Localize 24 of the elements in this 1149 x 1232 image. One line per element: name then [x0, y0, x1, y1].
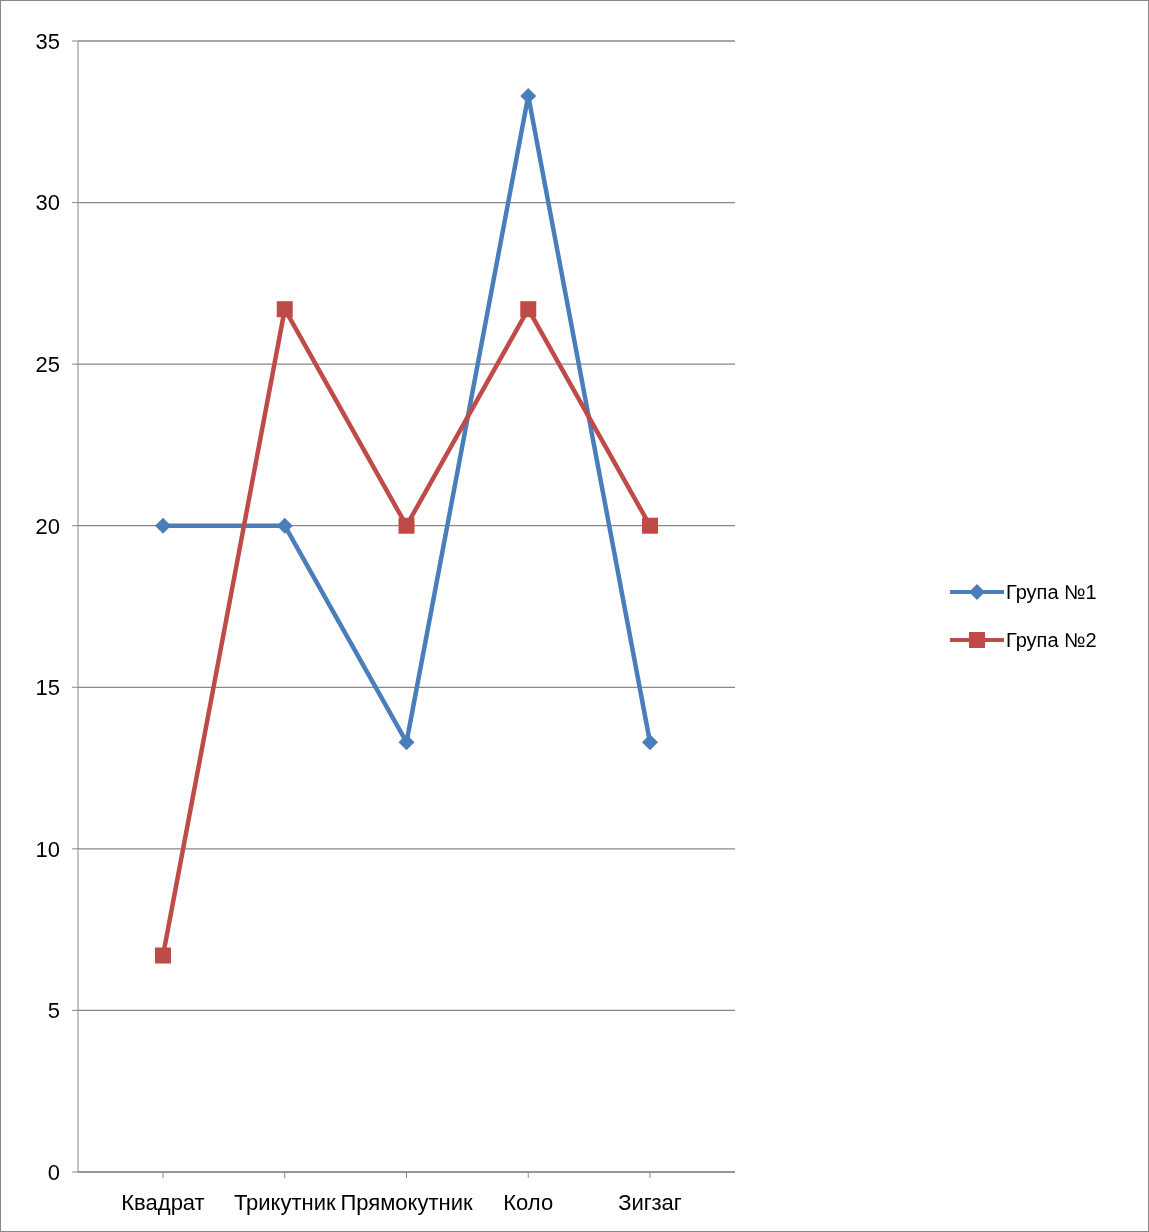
y-tick-label: 15	[35, 675, 60, 701]
point	[520, 301, 537, 318]
point	[155, 517, 171, 534]
x-tick-label: Зигзаг	[618, 1189, 682, 1215]
legend-label: Група №2	[1006, 628, 1097, 652]
x-tick-label: Квадрат	[121, 1189, 205, 1215]
point	[155, 947, 171, 964]
y-tick-label: 30	[35, 190, 60, 216]
point	[276, 517, 293, 534]
point	[398, 517, 415, 534]
y-tick-label: 10	[35, 836, 60, 862]
point	[642, 734, 658, 751]
x-tick-label: Трикутник	[233, 1189, 336, 1215]
legend-label: Група №1	[1006, 580, 1097, 604]
y-tick-label: 0	[47, 1159, 60, 1185]
y-tick-label: 5	[47, 998, 60, 1024]
point	[398, 734, 415, 751]
y-tick-label: 25	[35, 351, 60, 377]
point	[276, 301, 293, 318]
point	[642, 517, 658, 534]
y-tick-label: 35	[35, 28, 60, 54]
x-tick-label: Коло	[503, 1189, 554, 1215]
y-tick-label: 20	[35, 513, 60, 539]
x-tick-label: Прямокутник	[340, 1189, 473, 1215]
